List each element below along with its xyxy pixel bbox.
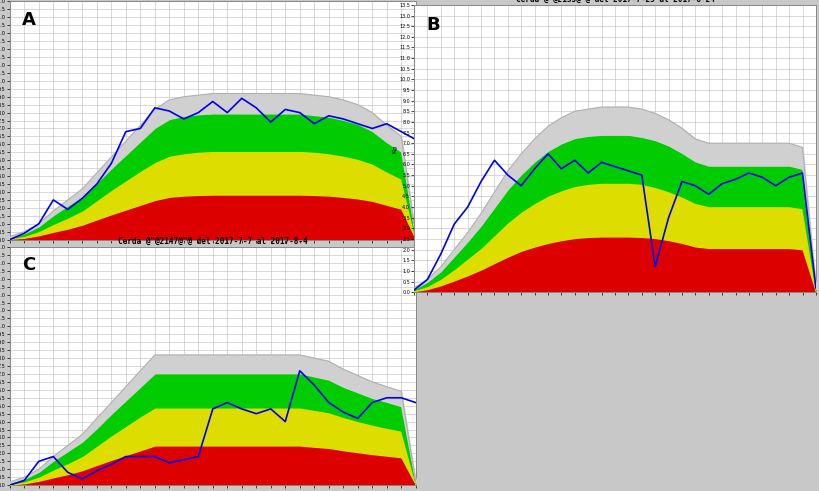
Y-axis label: Kg: Kg — [392, 144, 397, 153]
Text: A: A — [22, 11, 36, 29]
Text: C: C — [22, 256, 35, 274]
Title: Cerda @"@2147@"@ del 2017-7-7 al 2017-8-4: Cerda @"@2147@"@ del 2017-7-7 al 2017-8-… — [118, 237, 307, 246]
Title: Cerda @"@2153@"@ del 2017-7-25 al 2017-8-24: Cerda @"@2153@"@ del 2017-7-25 al 2017-8… — [515, 0, 713, 4]
Text: B: B — [426, 16, 439, 34]
